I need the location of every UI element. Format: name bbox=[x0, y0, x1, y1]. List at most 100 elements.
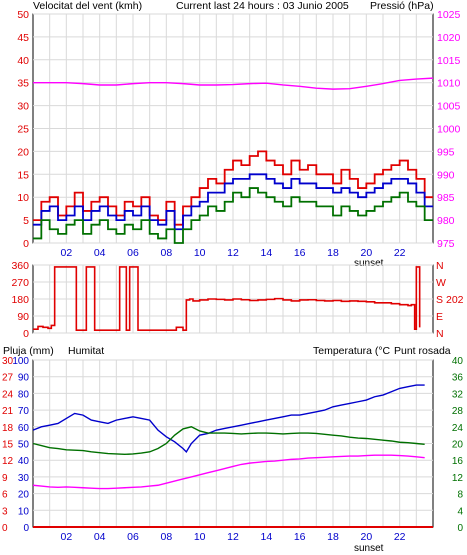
series-line-red bbox=[33, 150, 433, 226]
pressure-tick-label: 985 bbox=[437, 192, 455, 204]
hour-tick-label: 16 bbox=[294, 531, 306, 543]
temperature-tick-label: 0 bbox=[457, 523, 463, 534]
pressure-tick-label: 1025 bbox=[437, 9, 461, 21]
wind-speed-tick-label: 15 bbox=[17, 169, 29, 181]
temperature-tick-label: 36 bbox=[452, 373, 464, 384]
rain-tick-label: 6 bbox=[2, 490, 8, 501]
rain-tick-label: 27 bbox=[2, 373, 14, 384]
pressure-tick-label: 990 bbox=[437, 169, 455, 181]
temperature-tick-label: 12 bbox=[452, 473, 464, 484]
dewpoint-axis-title: Punt rosada bbox=[394, 345, 451, 357]
humidity-tick-label: 40 bbox=[18, 456, 30, 467]
humidity-tick-label: 30 bbox=[18, 473, 30, 484]
humidity-tick-label: 20 bbox=[18, 490, 30, 501]
compass-tick-label: W bbox=[436, 277, 446, 289]
humidity-axis-title: Humitat bbox=[68, 345, 104, 357]
wind-speed-tick-label: 0 bbox=[23, 238, 29, 250]
series-line-blue bbox=[32, 384, 425, 453]
hour-tick-label: 08 bbox=[160, 247, 172, 259]
pressure-tick-label: 995 bbox=[437, 146, 455, 158]
hour-tick-label: 10 bbox=[194, 531, 206, 543]
humidity-tick-label: 50 bbox=[18, 440, 30, 451]
wind-speed-tick-label: 5 bbox=[23, 215, 29, 227]
wind-speed-tick-label: 25 bbox=[17, 124, 29, 136]
current-direction-value: 202 bbox=[446, 294, 464, 306]
temperature-tick-label: 20 bbox=[452, 440, 464, 451]
rain-tick-label: 12 bbox=[2, 456, 14, 467]
hour-tick-label: 04 bbox=[94, 531, 106, 543]
rain-tick-label: 24 bbox=[2, 389, 14, 400]
temperature-tick-label: 28 bbox=[452, 406, 464, 417]
compass-tick-label: N bbox=[436, 260, 444, 272]
rain-tick-label: 9 bbox=[2, 473, 8, 484]
pressure-tick-label: 975 bbox=[437, 238, 455, 250]
hour-tick-label: 20 bbox=[360, 247, 372, 259]
wind-speed-tick-label: 20 bbox=[17, 146, 29, 158]
temperature-tick-label: 24 bbox=[452, 423, 464, 434]
hour-tick-label: 16 bbox=[294, 247, 306, 259]
hour-tick-label: 08 bbox=[160, 531, 172, 543]
rain-tick-label: 0 bbox=[2, 523, 8, 534]
direction-tick-label: 270 bbox=[11, 277, 29, 289]
wind-speed-axis-title: Velocitat del vent (kmh) bbox=[33, 0, 142, 12]
series-line-direction bbox=[33, 266, 421, 331]
series-line-pink bbox=[33, 77, 434, 90]
temperature-tick-label: 16 bbox=[452, 456, 464, 467]
hour-tick-label: 06 bbox=[127, 247, 139, 259]
sunset-label-bottom: sunset bbox=[354, 543, 384, 554]
direction-tick-label: 180 bbox=[11, 294, 29, 306]
compass-tick-label: E bbox=[436, 311, 443, 323]
temperature-tick-label: 4 bbox=[457, 506, 463, 517]
series-line-pink bbox=[32, 454, 425, 490]
series-line-blue bbox=[33, 173, 433, 231]
series-line-green bbox=[33, 187, 433, 244]
hour-tick-label: 06 bbox=[127, 531, 139, 543]
compass-tick-label: S bbox=[436, 294, 443, 306]
rain-tick-label: 18 bbox=[2, 423, 14, 434]
humidity-tick-label: 0 bbox=[23, 523, 29, 534]
rain-tick-label: 21 bbox=[2, 406, 14, 417]
direction-tick-label: 360 bbox=[11, 260, 29, 272]
hour-tick-label: 02 bbox=[60, 247, 72, 259]
rain-tick-label: 3 bbox=[2, 506, 8, 517]
pressure-tick-label: 1020 bbox=[437, 32, 461, 44]
rain-tick-label: 15 bbox=[2, 440, 14, 451]
humidity-tick-label: 10 bbox=[18, 506, 30, 517]
compass-tick-label: N bbox=[436, 328, 444, 340]
pressure-tick-label: 980 bbox=[437, 215, 455, 227]
humidity-tick-label: 90 bbox=[18, 373, 30, 384]
wind-speed-tick-label: 50 bbox=[17, 9, 29, 21]
hour-tick-label: 12 bbox=[227, 247, 239, 259]
hour-tick-label: 10 bbox=[194, 247, 206, 259]
humidity-tick-label: 70 bbox=[18, 406, 30, 417]
humidity-tick-label: 100 bbox=[12, 356, 29, 367]
series-line-green bbox=[32, 426, 425, 456]
hour-tick-label: 22 bbox=[394, 247, 406, 259]
temperature-tick-label: 40 bbox=[452, 356, 464, 367]
hour-tick-label: 18 bbox=[327, 531, 339, 543]
temperature-axis-title: Temperatura (°C bbox=[313, 345, 391, 357]
temperature-tick-label: 8 bbox=[457, 490, 463, 501]
hour-tick-label: 14 bbox=[260, 247, 272, 259]
hour-tick-label: 12 bbox=[227, 531, 239, 543]
direction-tick-label: 90 bbox=[17, 311, 29, 323]
hour-tick-label: 04 bbox=[94, 247, 106, 259]
pressure-axis-title: Pressió (hPa) bbox=[370, 0, 434, 12]
humidity-tick-label: 60 bbox=[18, 423, 30, 434]
pressure-tick-label: 1000 bbox=[437, 124, 461, 136]
rain-tick-label: 30 bbox=[2, 356, 14, 367]
wind-speed-tick-label: 40 bbox=[17, 55, 29, 67]
hour-tick-label: 20 bbox=[360, 531, 372, 543]
pressure-tick-label: 1015 bbox=[437, 55, 461, 67]
humidity-tick-label: 80 bbox=[18, 389, 30, 400]
direction-tick-label: 0 bbox=[23, 328, 29, 340]
sunset-label-top: sunset bbox=[354, 258, 384, 269]
hour-tick-label: 14 bbox=[260, 531, 272, 543]
hour-tick-label: 18 bbox=[327, 247, 339, 259]
pressure-tick-label: 1010 bbox=[437, 78, 461, 90]
wind-speed-tick-label: 30 bbox=[17, 101, 29, 113]
pressure-tick-label: 1005 bbox=[437, 101, 461, 113]
chart-main-title: Current last 24 hours : 03 Junio 2005 bbox=[176, 0, 349, 12]
